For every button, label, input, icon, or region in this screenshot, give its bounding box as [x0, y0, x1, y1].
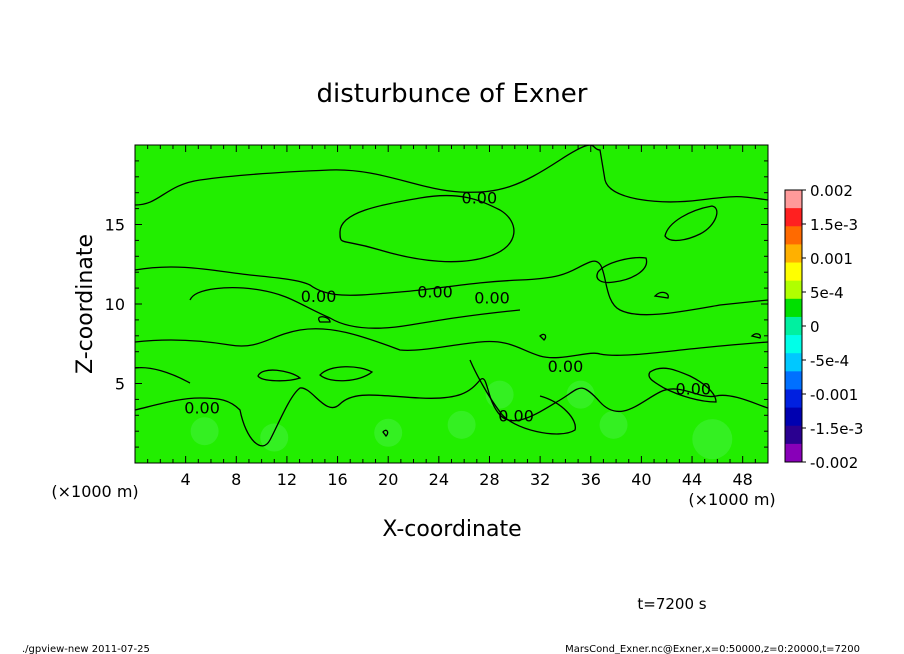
- contour-line-right-island-1: [664, 205, 718, 242]
- x-tick-label: 32: [530, 470, 550, 489]
- contour-line-tiny-2: [653, 291, 669, 299]
- colorbar-label: 0.002: [810, 182, 853, 200]
- time-label: t=7200 s: [637, 595, 706, 613]
- x-tick-label: 20: [378, 470, 398, 489]
- colorbar: 0.002 1.5e-3 0.001 5e-4 0 -5e-4 -0.001 -1.5e-3 -…: [784, 182, 863, 472]
- colorbar-swatch: [785, 190, 802, 209]
- y-tick-label: 10: [105, 295, 125, 314]
- x-tick-label: 36: [581, 470, 601, 489]
- y-axis-unit: (×1000 m): [51, 482, 138, 501]
- x-tick-label: 28: [479, 470, 499, 489]
- contour-line-tiny-5: [750, 333, 762, 339]
- colorbar-swatch: [785, 407, 802, 427]
- colorbar-swatch: [785, 316, 802, 336]
- colorbar-label: -5e-4: [810, 352, 849, 370]
- colorbar-label: 5e-4: [810, 284, 844, 302]
- contour-line-center-valley: [469, 359, 576, 435]
- heatmap-patch: [566, 380, 595, 409]
- contour-label: 0.00: [474, 289, 510, 308]
- contour-label: 0.00: [675, 379, 711, 398]
- contour-label: 0.00: [462, 188, 498, 207]
- colorbar-swatch: [785, 371, 802, 390]
- contour-line-small-loop-2: [319, 366, 374, 382]
- heatmap-patch: [692, 419, 733, 460]
- contour-line-left-loop: [189, 287, 521, 329]
- contour-label: 0.00: [417, 282, 453, 301]
- x-tick-label: 8: [231, 470, 241, 489]
- colorbar-label: 1.5e-3: [810, 216, 858, 234]
- plot-area: 0.00 0.00 0.00 0.00 0.00 0.00 0.00 0.00: [134, 144, 769, 464]
- colorbar-swatch: [785, 425, 802, 445]
- colorbar-swatch: [785, 335, 802, 354]
- x-axis-label: X-coordinate: [382, 517, 521, 542]
- chart-title: disturbunce of Exner: [317, 79, 588, 109]
- contour-label: 0.00: [301, 287, 337, 306]
- contour-line-middle: [134, 260, 769, 316]
- contour-line-right-lower: [648, 367, 717, 403]
- x-tick-label: 48: [733, 470, 753, 489]
- colorbar-swatch: [785, 298, 802, 318]
- x-tick-label: 16: [327, 470, 347, 489]
- contour-label: 0.00: [548, 357, 584, 376]
- contour-line-bottom: [134, 377, 769, 447]
- y-tick-label: 5: [115, 375, 125, 394]
- colorbar-label: -0.002: [810, 454, 858, 472]
- heatmap-blobs: [190, 380, 733, 460]
- colorbar-swatch: [785, 262, 802, 282]
- x-tick-label: 44: [682, 470, 702, 489]
- colorbar-label: -1.5e-3: [810, 420, 863, 438]
- contour-line-top: [134, 144, 769, 206]
- heatmap-patch: [260, 423, 289, 452]
- contour-line-small-loop-1: [257, 369, 302, 382]
- colorbar-swatch: [785, 280, 802, 300]
- contour-line-tiny-1: [318, 316, 331, 323]
- x-tick-label: 24: [429, 470, 449, 489]
- colorbar-label: 0: [810, 318, 820, 336]
- contour-label: 0.00: [498, 406, 534, 425]
- y-axis: 5 10 15: [105, 144, 768, 464]
- colorbar-swatch: [785, 208, 802, 227]
- contour-line-tiny-3: [539, 333, 547, 341]
- heatmap-patch: [599, 410, 628, 439]
- contour-labels: 0.00 0.00 0.00 0.00 0.00 0.00 0.00 0.00: [184, 188, 711, 425]
- colorbar-label: -0.001: [810, 386, 858, 404]
- colorbar-swatch: [785, 226, 802, 245]
- colorbar-label: 0.001: [810, 250, 853, 268]
- heatmap-patch: [190, 417, 219, 446]
- x-tick-label: 40: [631, 470, 651, 489]
- colorbar-swatch: [785, 353, 802, 372]
- x-axis: 4 8 12 16 20 24 28 32 36 40 44 48: [134, 145, 769, 489]
- footer-right: MarsCond_Exner.nc@Exner,x=0:50000,z=0:20…: [565, 644, 860, 654]
- x-tick-label: 4: [181, 470, 191, 489]
- contour-line-lower-middle: [134, 328, 769, 359]
- x-axis-unit: (×1000 m): [688, 490, 775, 509]
- colorbar-swatch: [785, 389, 802, 409]
- heatmap-patch: [447, 410, 476, 439]
- contour-lines: [134, 144, 769, 447]
- x-tick-label: 12: [277, 470, 297, 489]
- y-tick-label: 15: [105, 216, 125, 235]
- contour-line-right-island-2: [596, 256, 648, 284]
- contour-line-tiny-4: [382, 429, 389, 437]
- footer-left: ./gpview-new 2011-07-25: [22, 644, 150, 654]
- contour-line-upper-island: [339, 194, 515, 263]
- contour-label: 0.00: [184, 398, 220, 417]
- y-axis-label: Z-coordinate: [73, 234, 98, 374]
- colorbar-swatch: [785, 443, 802, 463]
- colorbar-swatch: [785, 244, 802, 264]
